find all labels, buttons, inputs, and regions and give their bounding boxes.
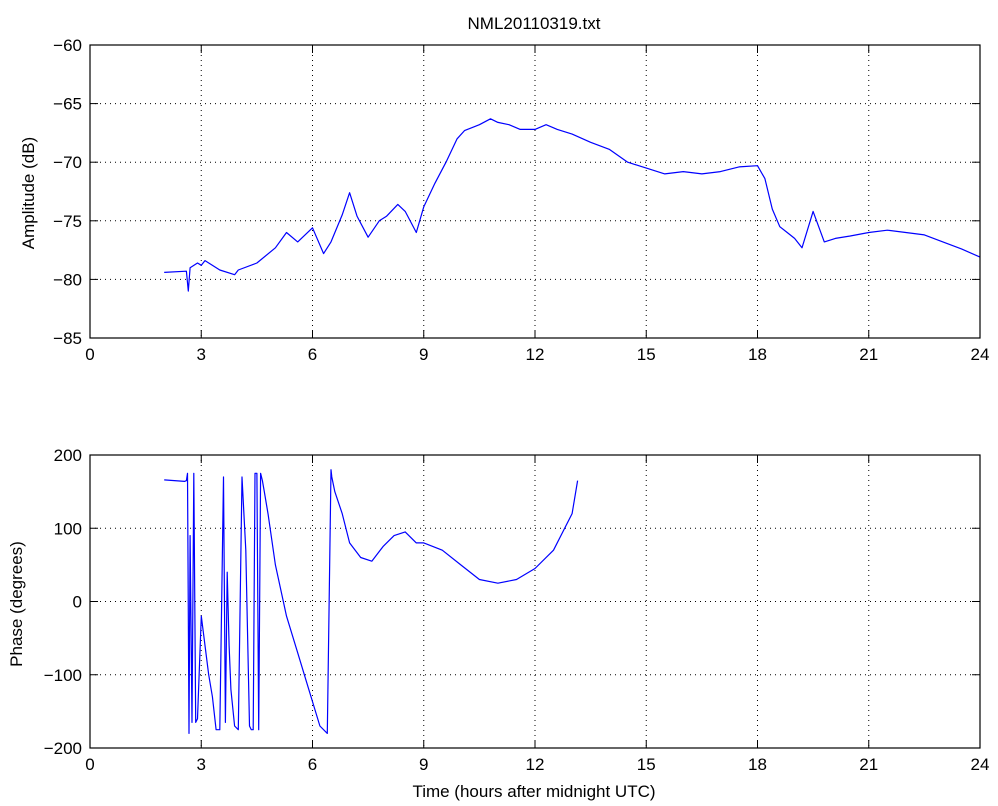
y-tick-label: −70 <box>53 153 82 172</box>
x-tick-label: 24 <box>971 755 990 774</box>
y-tick-label: 0 <box>73 593 82 612</box>
x-tick-label: 0 <box>85 345 94 364</box>
phase-plot: 0 3 6 9 12 15 18 21 24 200 100 0 −100 −200 Phase (deg… <box>7 446 989 801</box>
amplitude-grid <box>90 45 980 338</box>
y-tick-label: 100 <box>54 519 82 538</box>
phase-axes-frame <box>89 454 981 749</box>
phase-series <box>164 469 579 735</box>
phase-ylabel: Phase (degrees) <box>7 541 26 667</box>
x-tick-label: 18 <box>748 755 767 774</box>
x-tick-label: 12 <box>526 345 545 364</box>
x-tick-label: 9 <box>419 755 428 774</box>
x-tick-label: 6 <box>308 755 317 774</box>
x-tick-label: 9 <box>419 345 428 364</box>
y-tick-label: −85 <box>53 329 82 348</box>
x-tick-label: 21 <box>859 755 878 774</box>
phase-xlabel: Time (hours after midnight UTC) <box>412 782 655 801</box>
y-tick-label: −80 <box>53 270 82 289</box>
y-tick-label: −60 <box>53 36 82 55</box>
plot-title: NML20110319.txt <box>468 14 601 33</box>
amplitude-axes-frame <box>89 44 981 339</box>
y-tick-label: 200 <box>54 446 82 465</box>
amplitude-ylabel: Amplitude (dB) <box>19 137 38 249</box>
x-tick-label: 15 <box>637 345 656 364</box>
series-line <box>164 469 579 735</box>
x-tick-label: 3 <box>197 755 206 774</box>
phase-ticks: 0 3 6 9 12 15 18 21 24 200 100 0 −100 −200 <box>44 446 990 774</box>
amplitude-plot: NML20110319.txt 0 3 6 9 12 15 18 21 24 −60 −65 −70 −… <box>19 14 989 364</box>
x-tick-label: 0 <box>85 755 94 774</box>
series-line <box>164 118 981 292</box>
y-tick-label: −75 <box>53 212 82 231</box>
phase-grid <box>90 455 980 748</box>
y-tick-label: −200 <box>44 739 82 758</box>
amplitude-ticks: 0 3 6 9 12 15 18 21 24 −60 −65 −70 −75 −80 −85 <box>53 36 989 364</box>
x-tick-label: 21 <box>859 345 878 364</box>
x-tick-label: 24 <box>971 345 990 364</box>
amplitude-series <box>164 118 981 292</box>
x-tick-label: 15 <box>637 755 656 774</box>
x-tick-label: 6 <box>308 345 317 364</box>
y-tick-label: −100 <box>44 666 82 685</box>
x-tick-label: 3 <box>197 345 206 364</box>
y-tick-label: −65 <box>53 95 82 114</box>
x-tick-label: 12 <box>526 755 545 774</box>
x-tick-label: 18 <box>748 345 767 364</box>
